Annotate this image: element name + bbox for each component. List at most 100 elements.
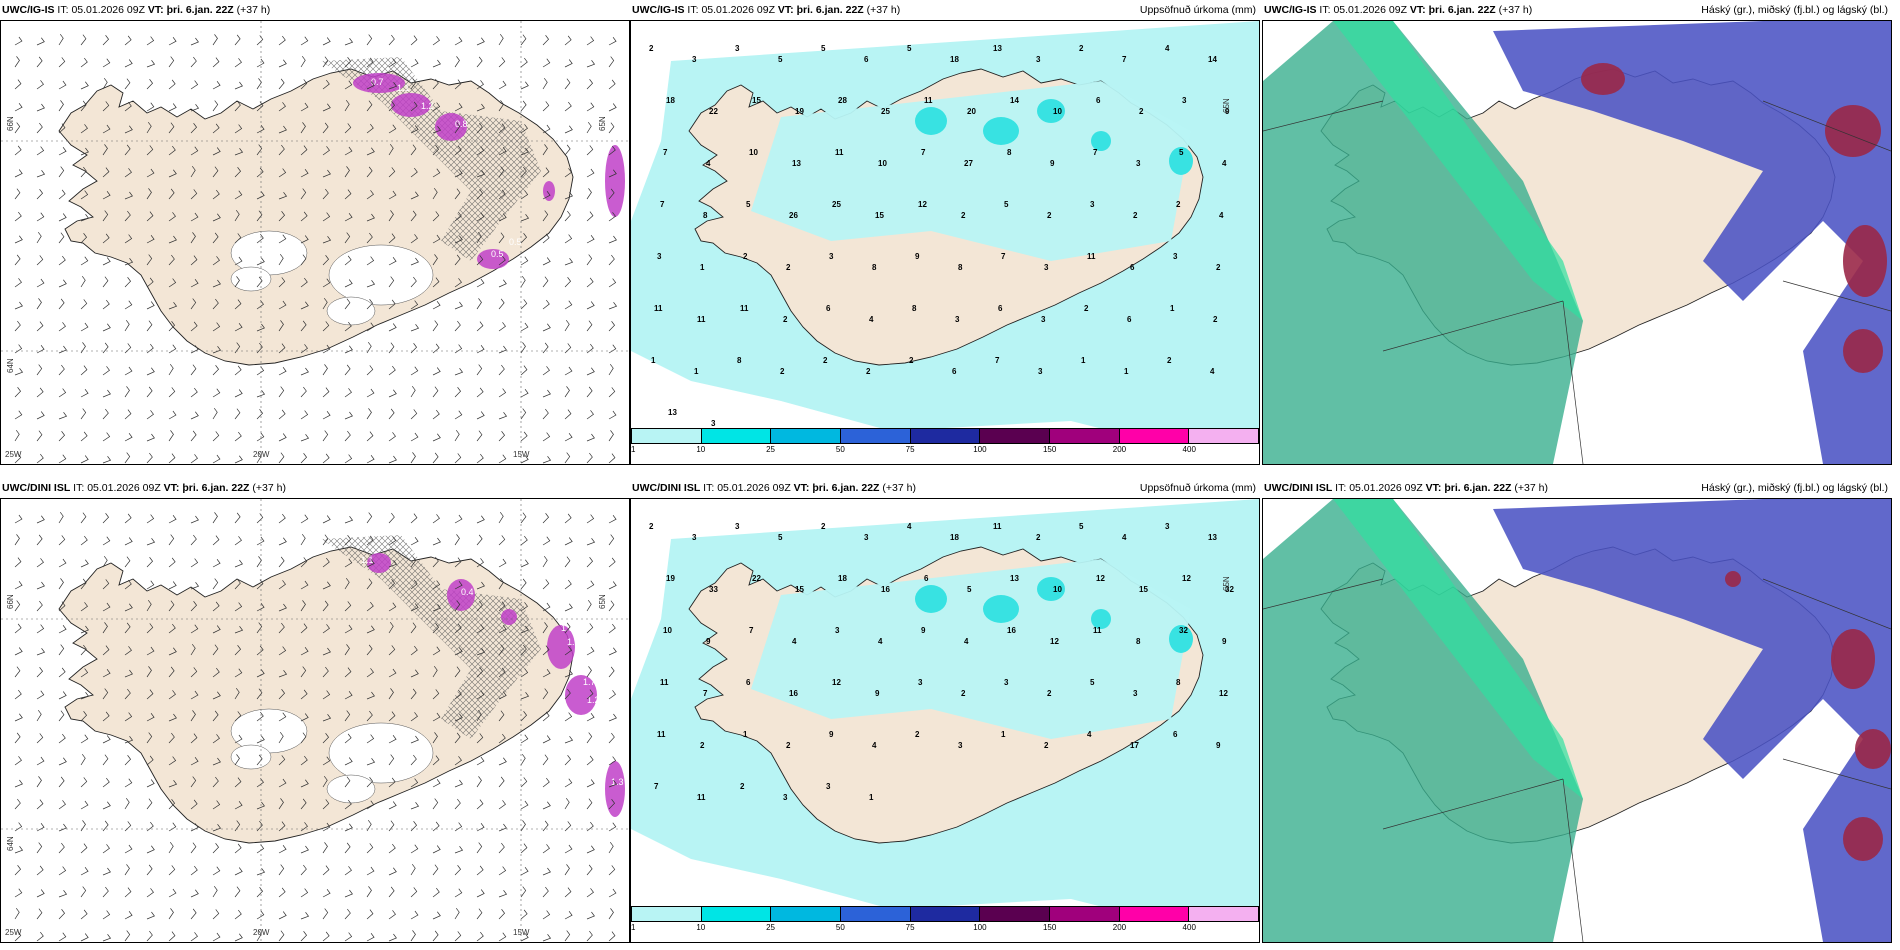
wind-barb — [608, 888, 617, 898]
colorbar-swatch — [1189, 429, 1259, 443]
wind-barb — [564, 78, 571, 90]
wind-barb — [608, 581, 617, 590]
wind-barb — [36, 865, 44, 876]
wind-barb — [14, 581, 23, 590]
wind-barb — [168, 321, 176, 332]
wind-barb — [410, 432, 419, 442]
wind-barb — [586, 864, 593, 876]
wind-barb — [476, 756, 485, 766]
wind-barb — [36, 321, 44, 332]
wind-barb — [608, 690, 616, 700]
wind-barb — [388, 735, 397, 744]
colorbar-tick: 10 — [696, 923, 706, 932]
wind-barb — [190, 37, 199, 46]
wind-barb — [80, 166, 87, 178]
precip-value: 7 — [921, 148, 926, 157]
wind-barb — [124, 343, 132, 354]
wind-barb — [608, 410, 617, 420]
wind-barb — [608, 557, 616, 568]
precip-value: 11 — [740, 304, 749, 313]
cloud-map — [1262, 498, 1892, 943]
wind-barb — [586, 102, 595, 112]
wind-barb — [476, 37, 485, 46]
wind-barb — [146, 386, 153, 398]
precip-value: 7 — [703, 689, 708, 698]
wind-barb — [410, 300, 419, 310]
wind-barb — [564, 736, 574, 744]
precip-value: 11 — [835, 148, 844, 157]
wind-barb — [476, 430, 483, 442]
wind-barb — [344, 842, 351, 854]
wind-barb — [564, 277, 572, 288]
snow-area — [501, 609, 517, 625]
wind-barb — [14, 600, 21, 612]
wind-barb — [476, 624, 485, 634]
precip-value: 9 — [1225, 107, 1230, 116]
wind-barb — [564, 930, 571, 942]
precip-value: 32 — [1225, 585, 1234, 594]
wind-barb — [586, 755, 594, 766]
wind-barb — [608, 321, 616, 332]
wind-barb — [278, 887, 286, 898]
wind-barb — [410, 191, 419, 200]
precip-value: 4 — [1165, 44, 1170, 53]
colorbar-tick: 200 — [1112, 445, 1127, 454]
wind-barb — [80, 559, 89, 568]
wind-barb — [14, 387, 22, 398]
wind-barb — [58, 388, 67, 398]
boundary-line — [1762, 100, 1891, 152]
precip-value: 27 — [964, 159, 973, 168]
wind-barb — [454, 534, 460, 546]
wind-barb — [212, 909, 220, 920]
wind-barb — [410, 409, 418, 420]
wind-barb — [344, 166, 350, 178]
wind-barb — [124, 366, 133, 376]
wind-barb — [322, 122, 329, 134]
wind-barb — [102, 934, 112, 942]
wind-barb — [300, 864, 307, 876]
wind-barb — [366, 342, 372, 354]
wind-barb — [102, 408, 109, 420]
wind-barb — [388, 82, 398, 90]
precip-value: 3 — [918, 678, 923, 687]
wind-barb — [432, 798, 439, 810]
wind-barb — [366, 909, 374, 920]
wind-barb — [14, 410, 23, 420]
wind-barb — [124, 277, 132, 288]
wind-barb — [168, 822, 177, 832]
wind-barb — [476, 776, 482, 788]
wind-barb — [476, 908, 483, 920]
colorbar-swatches — [631, 906, 1259, 922]
wind-barb — [410, 167, 418, 178]
wind-barb — [432, 102, 441, 112]
colorbar-tick: 100 — [973, 923, 987, 932]
vt-value: þri. 6.jan. 22Z — [166, 4, 234, 16]
wind-barb — [542, 579, 550, 590]
wind-barb — [586, 36, 595, 46]
wind-barb — [410, 537, 419, 546]
map-title: Háský (gr.), miðský (fj.bl.) og lágský (… — [1701, 482, 1888, 494]
wind-barb — [212, 578, 219, 590]
wind-barb — [476, 667, 484, 678]
wind-barb — [168, 364, 174, 376]
precip-value: 10 — [749, 148, 758, 157]
precip-value: 7 — [663, 148, 668, 157]
precip-value: 4 — [878, 637, 883, 646]
wind-barb — [388, 867, 397, 876]
precip-value: 11 — [660, 678, 669, 687]
precip-value: 14 — [1208, 55, 1217, 64]
vt-label: VT: — [147, 4, 164, 16]
wind-barb — [344, 667, 352, 678]
wind-barb — [168, 647, 177, 656]
colorbar: 1 10 25 50 75 100 150 200 400 — [631, 428, 1259, 456]
wind-barb — [388, 602, 397, 612]
wind-barb — [432, 168, 441, 178]
cloud-map — [1262, 20, 1892, 465]
wind-barb — [542, 366, 550, 376]
precip-value: 6 — [1127, 315, 1132, 324]
wind-barb — [212, 843, 220, 854]
wind-barb — [256, 868, 266, 876]
precip-value: 6 — [826, 304, 831, 313]
wind-barb — [498, 100, 504, 112]
wind-barb — [608, 79, 616, 90]
